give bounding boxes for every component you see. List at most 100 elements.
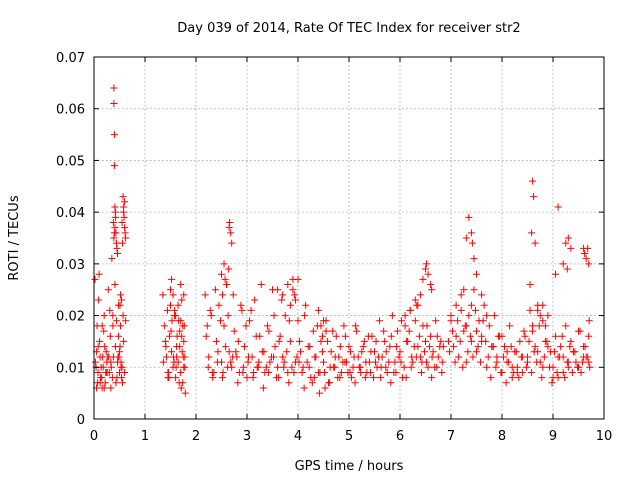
data-point <box>168 317 176 325</box>
data-point <box>101 343 109 351</box>
data-point <box>225 265 233 273</box>
data-point <box>402 374 410 382</box>
data-point <box>506 322 514 330</box>
data-point <box>558 332 566 340</box>
data-point <box>423 260 431 268</box>
data-point <box>106 306 114 314</box>
data-point <box>172 312 180 320</box>
data-point <box>387 332 395 340</box>
data-point <box>95 296 103 304</box>
data-point <box>539 363 547 371</box>
data-point <box>105 353 113 361</box>
data-point <box>376 317 384 325</box>
data-point <box>181 389 189 397</box>
data-point <box>451 358 459 366</box>
data-point <box>232 348 240 356</box>
data-point <box>181 353 189 361</box>
data-point <box>480 301 488 309</box>
data-point <box>526 281 534 289</box>
data-point <box>301 312 309 320</box>
data-point <box>563 265 571 273</box>
data-point <box>225 348 233 356</box>
data-point <box>397 358 405 366</box>
data-point <box>214 348 222 356</box>
data-point <box>580 353 588 361</box>
data-point <box>254 363 262 371</box>
data-point <box>201 291 209 299</box>
data-point <box>545 363 553 371</box>
data-point <box>167 301 174 309</box>
data-point <box>321 384 329 392</box>
data-point <box>180 363 188 371</box>
data-point <box>366 368 374 376</box>
y-tick-label: 0.06 <box>56 103 85 118</box>
data-point <box>262 363 270 371</box>
data-point <box>119 379 127 387</box>
data-point <box>508 374 516 382</box>
data-point <box>336 374 344 382</box>
data-point <box>107 358 115 366</box>
data-point <box>112 379 120 387</box>
data-point <box>483 312 491 320</box>
y-axis-label: ROTI / TECUs <box>7 195 22 280</box>
data-point <box>180 291 188 299</box>
data-point <box>349 363 357 371</box>
data-point <box>220 260 228 268</box>
data-point <box>121 198 129 206</box>
data-point <box>297 348 305 356</box>
data-point <box>178 332 186 340</box>
data-point <box>353 327 361 335</box>
data-point <box>465 312 473 320</box>
data-point <box>518 353 526 361</box>
data-point <box>318 348 326 356</box>
data-point <box>211 286 219 294</box>
data-point <box>409 358 417 366</box>
data-point <box>422 337 429 345</box>
data-point <box>377 374 385 382</box>
data-point <box>290 368 298 376</box>
data-point <box>113 250 121 258</box>
data-point <box>94 343 102 351</box>
data-point <box>405 327 413 335</box>
data-point <box>438 358 446 366</box>
data-point <box>279 291 287 299</box>
data-point <box>264 368 272 376</box>
data-point <box>220 322 228 330</box>
data-point <box>110 84 118 92</box>
data-point <box>111 203 119 211</box>
data-point <box>117 322 125 330</box>
data-point <box>576 327 584 335</box>
data-point <box>276 332 284 340</box>
data-point <box>381 337 389 345</box>
data-point <box>341 358 349 366</box>
data-point <box>428 374 436 382</box>
data-point <box>423 322 431 330</box>
data-point <box>286 337 294 345</box>
data-point <box>278 296 286 304</box>
data-point <box>288 363 296 371</box>
data-point <box>100 312 108 320</box>
data-point <box>393 327 401 335</box>
data-point <box>462 322 470 330</box>
data-point <box>252 332 260 340</box>
data-point <box>171 306 179 314</box>
data-point <box>524 358 531 366</box>
data-point <box>419 275 427 283</box>
data-point <box>308 379 316 387</box>
data-point <box>341 332 349 340</box>
data-point <box>447 317 455 325</box>
data-point <box>521 332 529 340</box>
data-point <box>400 363 408 371</box>
data-point <box>428 286 436 294</box>
data-point <box>529 177 537 185</box>
data-point <box>97 374 105 382</box>
data-point <box>429 348 437 356</box>
data-point <box>284 281 292 289</box>
data-point <box>396 348 404 356</box>
data-point <box>410 343 418 351</box>
data-point <box>433 363 441 371</box>
data-point <box>111 224 119 232</box>
chart-title: Day 039 of 2014, Rate Of TEC Index for r… <box>177 21 520 36</box>
data-point <box>100 327 108 335</box>
data-point <box>386 343 394 351</box>
